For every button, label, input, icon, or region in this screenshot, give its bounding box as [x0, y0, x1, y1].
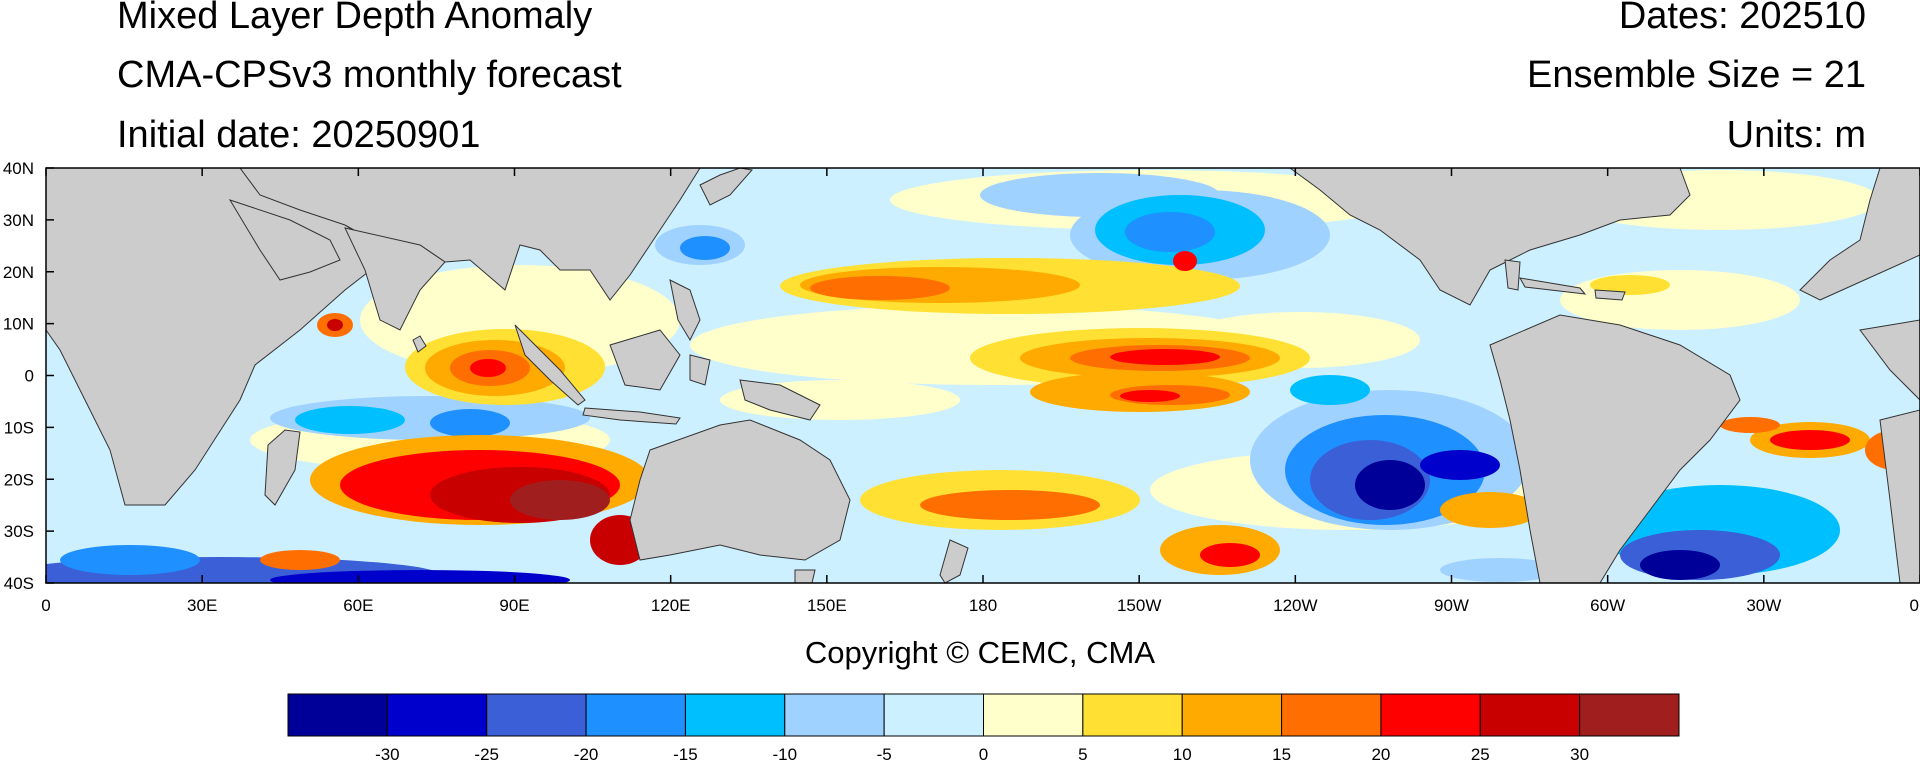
europe-west-africa-landmass — [1799, 168, 1920, 301]
java-landmass — [582, 407, 681, 425]
x-tick-label: 60W — [1590, 596, 1625, 615]
colorbar-swatch — [386, 693, 488, 737]
arabia-landmass — [228, 199, 341, 281]
colorbar-label: -25 — [474, 745, 499, 762]
colorbar-label: 15 — [1272, 745, 1291, 762]
dates-label: Dates: 202510 — [1618, 0, 1866, 37]
gulf-of-guinea-africa-landmass — [1859, 319, 1920, 401]
x-tick-label: 180 — [969, 596, 997, 615]
latitude-axis: 40N 30N 20N 10N 0 10S 20S 30S 40S — [3, 159, 54, 593]
x-tick-label: 60E — [343, 596, 373, 615]
sri-lanka-landmass — [412, 335, 427, 353]
y-tick-label: 30S — [4, 522, 34, 541]
colorbar-label: 25 — [1471, 745, 1490, 762]
y-tick-label: 20N — [3, 263, 34, 282]
colorbar-label: 5 — [1078, 745, 1087, 762]
colorbar-swatch — [1281, 693, 1382, 737]
y-tick-label: 40N — [3, 159, 34, 178]
colorbar-swatch — [983, 693, 1084, 737]
x-tick-label: 120W — [1273, 596, 1317, 615]
borneo-landmass — [609, 329, 681, 391]
units-label: Units: m — [1726, 114, 1866, 156]
colorbar-label: -30 — [375, 745, 400, 762]
y-tick-label: 10S — [4, 418, 34, 437]
colorbar-label: -15 — [673, 745, 698, 762]
copyright-text: Copyright © CEMC, CMA — [804, 635, 1156, 670]
x-tick-label: 150E — [807, 596, 847, 615]
colorbar-label: -20 — [574, 745, 599, 762]
colorbar-swatch — [486, 693, 587, 737]
x-tick-label: 30E — [187, 596, 217, 615]
india-landmass — [344, 227, 446, 331]
map-title: Mixed Layer Depth Anomaly — [117, 0, 593, 37]
colorbar-label: 20 — [1371, 745, 1390, 762]
map-subtitle: CMA-CPSv3 monthly forecast — [117, 54, 622, 96]
land-masses — [46, 168, 1920, 583]
tasmania-landmass — [794, 569, 816, 583]
colorbar-label: 10 — [1173, 745, 1192, 762]
colorbar-swatches — [287, 693, 1680, 737]
hispaniola-landmass — [1594, 289, 1626, 301]
colorbar-swatch — [1380, 693, 1481, 737]
colorbar-swatch — [1181, 693, 1283, 737]
x-tick-label: 0 — [1910, 596, 1919, 615]
new-guinea-landmass — [739, 379, 821, 421]
y-tick-label: 30N — [3, 211, 34, 230]
initial-date-label: Initial date: 20250901 — [117, 114, 481, 156]
colorbar-swatch — [585, 693, 686, 737]
colorbar-labels: -30 -25 -20 -15 -10 -5 0 5 10 15 20 25 30 — [375, 745, 1589, 762]
colorbar-swatch — [684, 693, 786, 737]
colorbar-swatch — [1082, 693, 1183, 737]
colorbar-swatch — [784, 693, 885, 737]
x-tick-label: 90E — [499, 596, 529, 615]
south-america-landmass — [1489, 314, 1741, 583]
colorbar-label: 30 — [1570, 745, 1589, 762]
x-tick-label: 0 — [41, 596, 50, 615]
florida-landmass — [1504, 259, 1521, 291]
colorbar-swatch — [883, 693, 985, 737]
y-tick-label: 0 — [25, 367, 34, 386]
colorbar-swatch — [287, 693, 388, 737]
colorbar-swatch — [1579, 693, 1680, 737]
southern-africa-west-landmass — [1879, 409, 1920, 583]
x-tick-label: 120E — [651, 596, 691, 615]
colorbar-label: 0 — [979, 745, 988, 762]
y-tick-label: 40S — [4, 574, 34, 593]
longitude-axis: 0 30E 60E 90E 120E 150E 180 150W 120W 90W 60W 30W 0 — [41, 168, 1920, 615]
new-zealand-landmass — [939, 539, 969, 583]
anomaly-field — [46, 170, 1920, 583]
colorbar-swatch — [1479, 693, 1581, 737]
eurasia-landmass — [239, 168, 701, 301]
madagascar-landmass — [264, 429, 301, 506]
x-tick-label: 150W — [1117, 596, 1161, 615]
x-tick-label: 30W — [1746, 596, 1781, 615]
colorbar-label: -5 — [877, 745, 892, 762]
x-tick-label: 90W — [1434, 596, 1469, 615]
australia-landmass — [629, 419, 851, 561]
colorbar-label: -10 — [772, 745, 797, 762]
sumatra-landmass — [514, 324, 586, 406]
y-tick-label: 20S — [4, 470, 34, 489]
north-america-landmass — [1289, 168, 1691, 306]
y-tick-label: 10N — [3, 315, 34, 334]
japan-landmass — [699, 168, 753, 206]
ensemble-size-label: Ensemble Size = 21 — [1526, 54, 1866, 96]
sulawesi-landmass — [689, 354, 711, 386]
cuba-landmass — [1519, 277, 1587, 295]
philippines-landmass — [669, 279, 701, 342]
